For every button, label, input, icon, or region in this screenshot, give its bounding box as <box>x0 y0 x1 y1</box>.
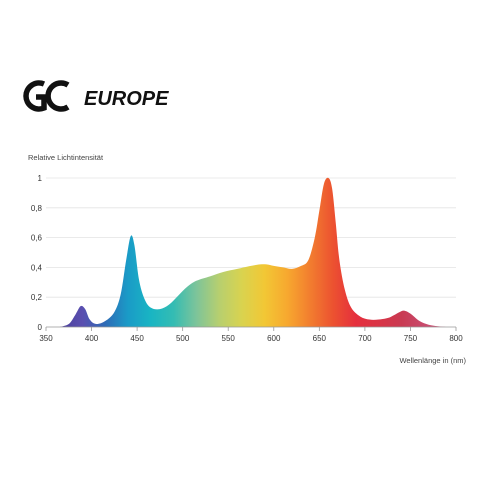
grid-lines <box>46 177 456 298</box>
x-tick-label: 450 <box>130 334 144 343</box>
x-tick-label: 700 <box>358 334 372 343</box>
y-axis-title: Relative Lichtintensität <box>28 153 104 162</box>
x-tick-label: 800 <box>449 334 463 343</box>
y-tick-label: 0 <box>38 323 43 332</box>
y-tick-label: 0,4 <box>31 263 43 272</box>
y-tick-label: 0,6 <box>31 234 43 243</box>
brand-name: EUROPE <box>84 88 169 110</box>
x-tick-label: 600 <box>267 334 281 343</box>
y-tick-label: 1 <box>38 174 43 183</box>
x-tick-label: 400 <box>85 334 99 343</box>
y-tick-label: 0,2 <box>31 293 43 302</box>
x-tick-label: 350 <box>39 334 53 343</box>
x-tick-label: 750 <box>404 334 418 343</box>
x-axis-title: Wellenlänge in (nm) <box>399 356 466 365</box>
brand-logo: EUROPE <box>23 80 169 112</box>
spectrum-area <box>59 177 447 327</box>
y-axis-ticks: 0 0,2 0,4 0,6 0,8 1 <box>31 174 43 332</box>
spectrum-chart: Relative Lichtintensität 00,20,40,60,81 … <box>28 153 466 365</box>
x-tick-label: 500 <box>176 334 190 343</box>
x-axis-ticks: 350 400 450 500 550 600 650 700 750 800 <box>39 327 463 343</box>
x-tick-label: 650 <box>313 334 327 343</box>
y-tick-label: 0,8 <box>31 204 43 213</box>
gc-logo-mark-icon <box>23 80 70 112</box>
x-tick-label: 550 <box>222 334 236 343</box>
